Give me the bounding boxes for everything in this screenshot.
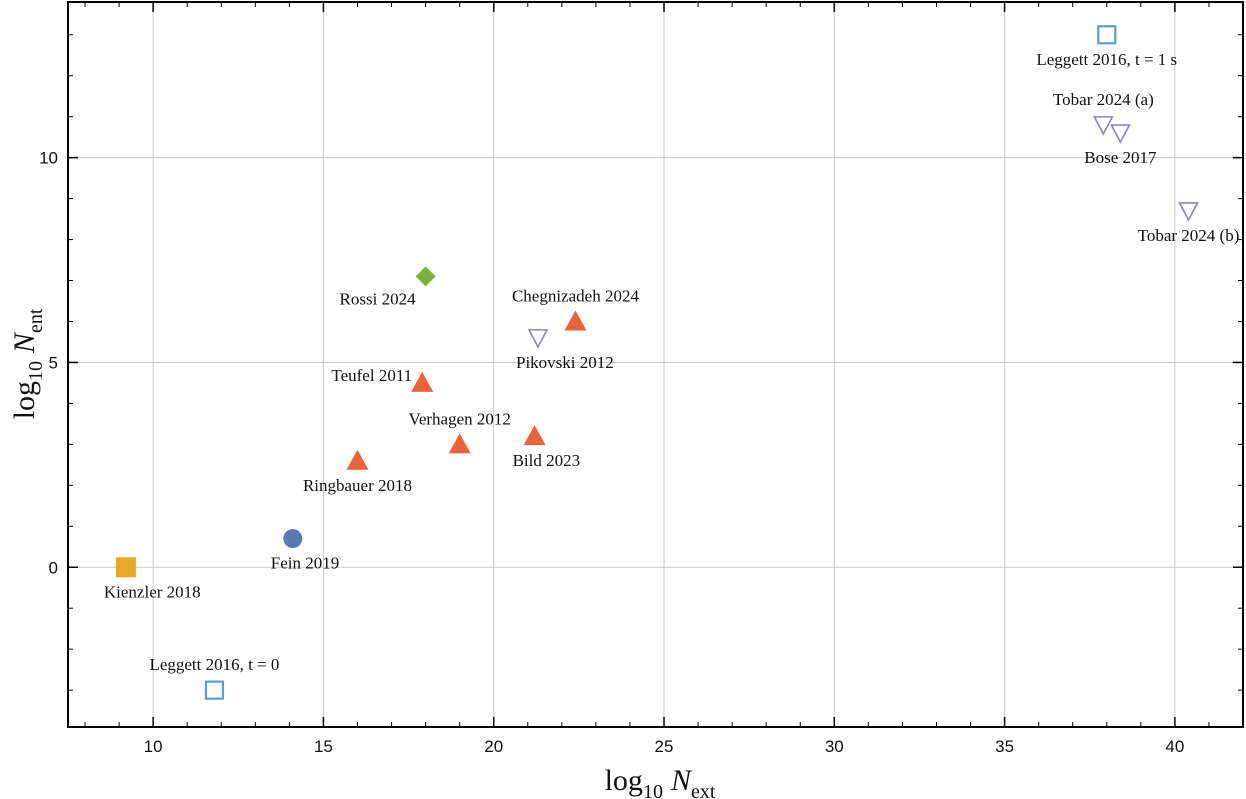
- grid: [68, 2, 1243, 727]
- open-triangle-marker: [1110, 124, 1131, 144]
- point-label: Ringbauer 2018: [303, 476, 412, 495]
- y-axis-label-sub: 10: [25, 361, 47, 381]
- x-tick-label: 25: [655, 737, 674, 756]
- point-label: Tobar 2024 (b): [1138, 226, 1240, 245]
- x-tick-label: 30: [825, 737, 844, 756]
- triangle-marker: [523, 425, 546, 446]
- data-markers: [115, 25, 1199, 700]
- point-label: Fein 2019: [271, 554, 339, 573]
- x-axis-label-var: N: [670, 764, 693, 797]
- triangle-marker: [448, 433, 471, 454]
- y-axis-label: log10 Nent: [8, 308, 47, 419]
- triangle-marker: [564, 310, 587, 331]
- y-tick-label: 5: [49, 353, 58, 372]
- open-triangle-marker: [1178, 202, 1199, 222]
- open-triangle-marker: [1093, 116, 1114, 136]
- y-axis-label-base: log: [8, 381, 41, 419]
- point-label: Rossi 2024: [340, 289, 417, 308]
- point-label: Teufel 2011: [331, 366, 412, 385]
- diamond-marker: [415, 266, 436, 287]
- point-label: Pikovski 2012: [516, 353, 614, 372]
- y-tick-label: 10: [39, 149, 58, 168]
- plot-frame: [67, 1, 1244, 728]
- open-square-marker: [204, 680, 225, 700]
- triangle-marker: [411, 371, 434, 392]
- x-axis-label-sub: 10: [643, 781, 663, 799]
- y-tick-label: 0: [49, 558, 58, 577]
- x-tick-label: 10: [144, 737, 163, 756]
- point-label: Leggett 2016, t = 0: [149, 655, 279, 674]
- tick-labels: 10 15 20 25 30 35 40 0 5 10: [39, 149, 1184, 756]
- circle-marker: [283, 529, 303, 549]
- triangle-marker: [346, 449, 369, 470]
- x-axis-label-var-sub: ext: [691, 781, 716, 799]
- x-tick-label: 20: [484, 737, 503, 756]
- point-label: Kienzler 2018: [104, 582, 201, 601]
- open-triangle-marker: [527, 329, 549, 349]
- x-axis-label-base: log: [605, 764, 643, 797]
- open-square-marker: [1097, 25, 1117, 45]
- y-axis-label-var: N: [8, 331, 41, 354]
- x-tick-label: 15: [314, 737, 333, 756]
- minor-ticks: [68, 2, 1244, 727]
- point-label: Verhagen 2012: [408, 409, 510, 428]
- x-axis-label: log10 Next: [605, 764, 716, 799]
- x-tick-label: 40: [1165, 737, 1184, 756]
- x-tick-label: 35: [995, 737, 1014, 756]
- point-label: Bose 2017: [1084, 148, 1157, 167]
- point-labels: Leggett 2016, t = 1 s Tobar 2024 (a) Bose …: [104, 50, 1239, 674]
- y-axis-label-var-sub: ent: [25, 308, 47, 333]
- point-label: Leggett 2016, t = 1 s: [1036, 50, 1177, 69]
- point-label: Bild 2023: [513, 451, 581, 470]
- point-label: Tobar 2024 (a): [1053, 90, 1154, 109]
- point-label: Chegnizadeh 2024: [512, 286, 639, 305]
- square-marker: [115, 557, 136, 578]
